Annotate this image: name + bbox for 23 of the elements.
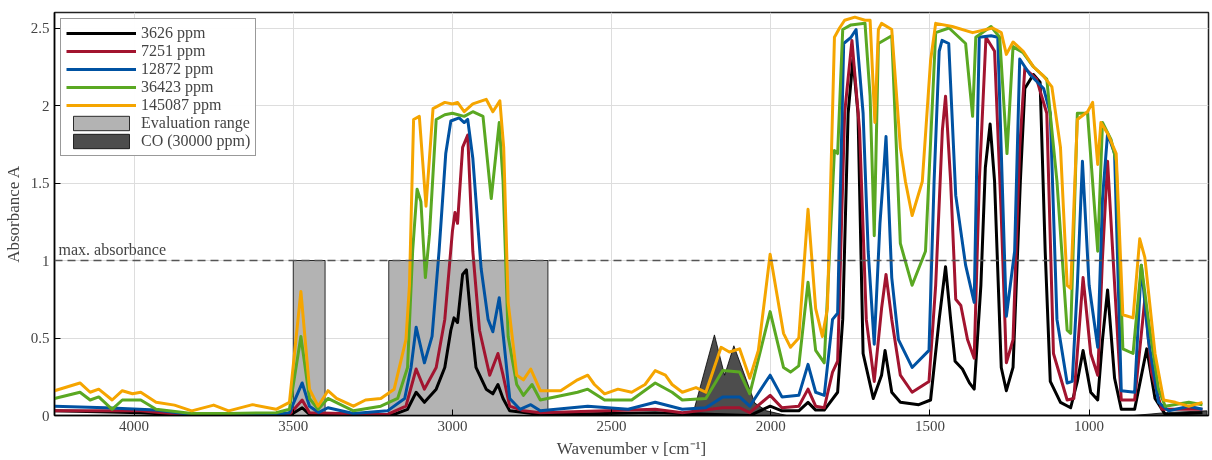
x-tick-label: 1500 bbox=[914, 417, 945, 434]
x-tick-label: 4000 bbox=[119, 417, 150, 434]
legend-label: 3626 ppm bbox=[141, 24, 206, 42]
y-tick-label: 2 bbox=[42, 97, 50, 114]
legend-label: 12872 ppm bbox=[141, 60, 214, 78]
y-tick-label: 0.5 bbox=[30, 330, 50, 346]
legend-label: 145087 ppm bbox=[141, 96, 222, 114]
x-tick-label: 2000 bbox=[755, 417, 786, 434]
legend-label: 36423 ppm bbox=[141, 78, 214, 96]
y-tick-label: 0 bbox=[42, 407, 50, 424]
legend-label: 7251 ppm bbox=[141, 42, 206, 60]
legend-label: CO (30000 ppm) bbox=[141, 132, 251, 150]
legend-label: Evaluation range bbox=[141, 114, 250, 132]
y-tick-label: 2.5 bbox=[30, 20, 50, 36]
x-axis-title: Wavenumber ν [cm⁻¹] bbox=[556, 438, 707, 458]
x-tick-label: 2500 bbox=[596, 417, 627, 434]
x-tick-label: 1000 bbox=[1074, 417, 1105, 434]
y-tick-label: 1.5 bbox=[30, 175, 50, 191]
x-tick-label: 3000 bbox=[437, 417, 468, 434]
x-tick-label: 3500 bbox=[278, 417, 309, 434]
y-axis-title: Absorbance A bbox=[3, 165, 23, 263]
ref-line-label: max. absorbance bbox=[58, 240, 167, 258]
y-tick-label: 1 bbox=[42, 252, 50, 269]
